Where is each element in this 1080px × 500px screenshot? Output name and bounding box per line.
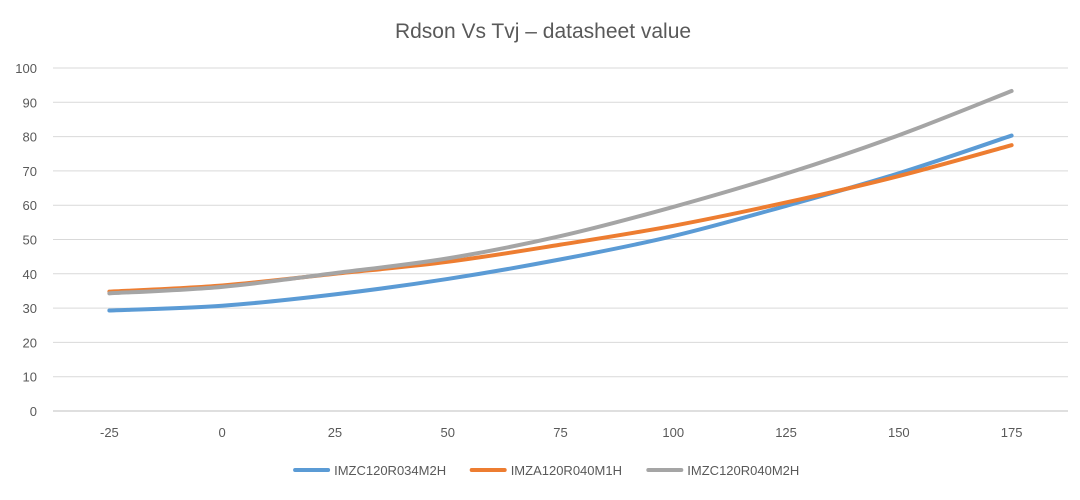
y-tick-label: 100 <box>15 61 37 76</box>
x-tick-label: 175 <box>1001 425 1023 440</box>
y-tick-label: 0 <box>30 404 37 419</box>
x-tick-label: 100 <box>662 425 684 440</box>
legend: IMZC120R034M2H IMZA120R040M1H IMZC120R040M… <box>293 463 799 478</box>
legend-label: IMZC120R040M2H <box>687 463 799 478</box>
x-tick-label: -25 <box>100 425 119 440</box>
y-axis-tick-labels: 0 10 20 30 40 50 60 70 80 90 100 <box>15 61 37 419</box>
series-line-imzc120r040m2h <box>107 88 1014 296</box>
x-tick-label: 25 <box>328 425 342 440</box>
x-tick-label: 125 <box>775 425 797 440</box>
chart-title: Rdson Vs Tvj – datasheet value <box>395 20 691 43</box>
x-tick-label: 0 <box>219 425 226 440</box>
y-tick-label: 70 <box>23 164 37 179</box>
x-tick-label: 50 <box>440 425 454 440</box>
x-tick-label: 75 <box>553 425 567 440</box>
gridlines <box>53 67 1068 412</box>
y-tick-label: 50 <box>23 233 37 248</box>
x-tick-label: 150 <box>888 425 910 440</box>
series-line-imza120r040m1h <box>107 143 1014 294</box>
y-tick-label: 30 <box>23 301 37 316</box>
legend-item: IMZC120R040M2H <box>646 463 799 478</box>
y-tick-label: 80 <box>23 130 37 145</box>
legend-label: IMZA120R040M1H <box>511 463 622 478</box>
legend-label: IMZC120R034M2H <box>334 463 446 478</box>
x-axis-tick-labels: -25 0 25 50 75 100 125 150 175 <box>100 425 1022 440</box>
y-tick-label: 90 <box>23 95 37 110</box>
y-tick-label: 40 <box>23 267 37 282</box>
y-tick-label: 10 <box>23 370 37 385</box>
series-lines <box>107 88 1014 313</box>
legend-item: IMZC120R034M2H <box>293 463 446 478</box>
legend-item: IMZA120R040M1H <box>469 463 622 478</box>
y-tick-label: 20 <box>23 335 37 350</box>
y-tick-label: 60 <box>23 198 37 213</box>
